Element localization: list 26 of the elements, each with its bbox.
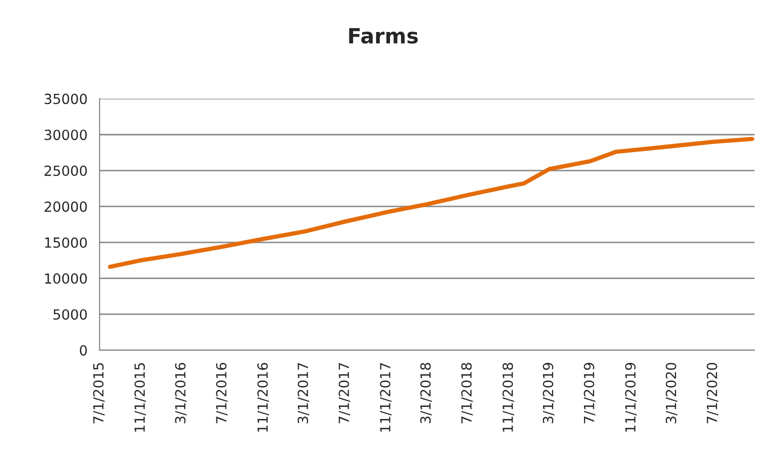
x-tick-label: 11/1/2017	[380, 363, 392, 432]
x-tick-label: 7/1/2016	[216, 362, 228, 424]
y-tick-label: 25000	[44, 166, 87, 176]
x-tick-label: 7/1/2015	[93, 363, 105, 424]
y-tick-label: 30000	[44, 130, 87, 140]
x-tick-label: 7/1/2017	[338, 363, 350, 424]
x-tick-label: 7/1/2018	[461, 362, 473, 424]
x-tick-label: 7/1/2020	[706, 362, 718, 424]
x-tick-label: 11/1/2015	[134, 363, 146, 432]
x-tick-label: 3/1/2016	[175, 362, 187, 424]
x-tick-label: 11/1/2019	[625, 362, 637, 432]
line-series	[108, 136, 754, 269]
y-tick-label: 20000	[44, 201, 87, 212]
chart-title: Farms	[349, 28, 418, 44]
x-tick-label: 3/1/2018	[420, 362, 432, 424]
y-tick-label: 0	[80, 345, 87, 356]
y-tick-label: 35000	[44, 94, 87, 104]
x-tick-label: 3/1/2019	[542, 362, 554, 424]
x-tick-label: 11/1/2016	[257, 362, 269, 432]
x-tick-label: 11/1/2018	[502, 362, 514, 432]
x-tick-label: 3/1/2020	[666, 362, 678, 424]
y-tick-label: 15000	[45, 237, 87, 248]
x-tick-label: 3/1/2017	[298, 363, 310, 424]
x-tick-label: 7/1/2019	[584, 362, 596, 424]
y-tick-label: 10000	[45, 273, 87, 284]
y-tick-label: 5000	[54, 309, 87, 320]
